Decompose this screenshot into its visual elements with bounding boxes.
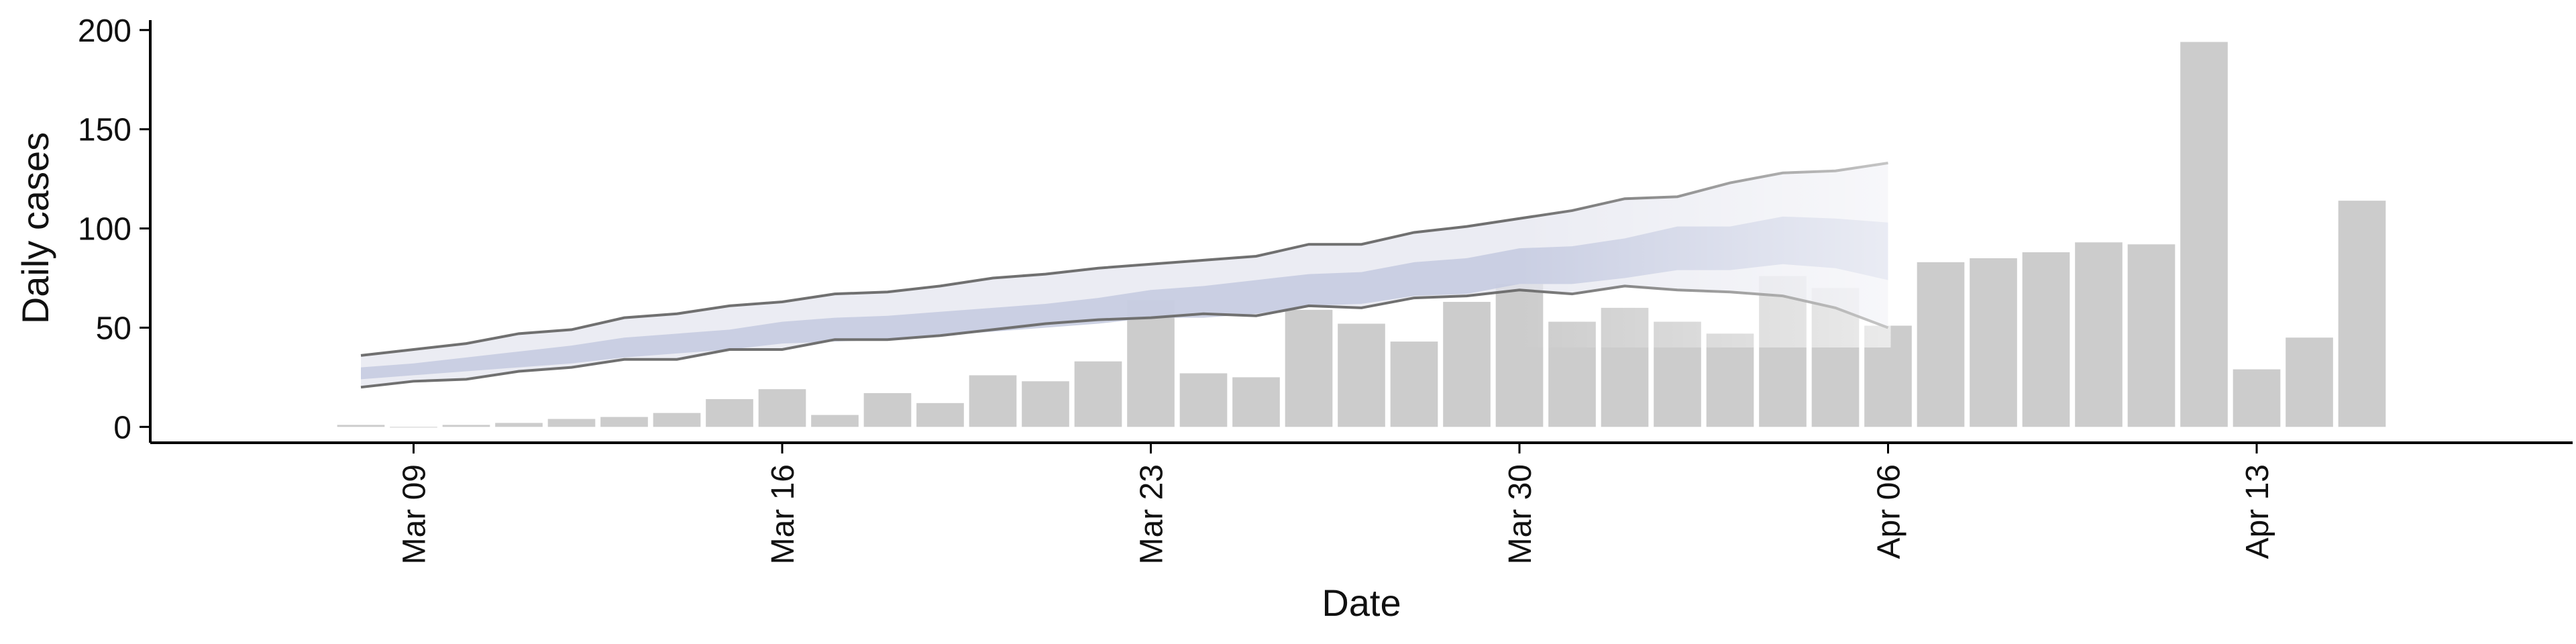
bar-2020-03-12 — [547, 419, 596, 427]
bar-2020-03-20 — [969, 375, 1017, 427]
x-tick-label: Apr 06 — [1872, 464, 1907, 559]
bar-2020-03-17 — [811, 415, 859, 427]
bar-2020-03-18 — [863, 393, 912, 427]
bar-2020-03-22 — [1074, 361, 1122, 427]
x-tick-label: Mar 23 — [1134, 464, 1170, 564]
bar-2020-04-11 — [2127, 244, 2176, 427]
bar-2020-03-15 — [706, 398, 753, 427]
bar-2020-03-08 — [337, 425, 385, 427]
bar-2020-03-21 — [1022, 381, 1069, 427]
y-tick-label: 150 — [78, 113, 131, 148]
bar-2020-03-24 — [1179, 373, 1228, 427]
y-axis-label: Daily cases — [14, 132, 56, 324]
x-tick-label: Mar 30 — [1503, 464, 1538, 564]
bar-2020-04-09 — [2022, 252, 2070, 427]
bar-2020-04-10 — [2075, 242, 2123, 427]
bar-2020-03-14 — [653, 413, 701, 427]
bar-2020-03-23 — [1127, 300, 1175, 427]
bar-2020-03-27 — [1338, 323, 1385, 427]
bar-2020-04-12 — [2180, 42, 2228, 427]
bar-2020-03-29 — [1443, 302, 1491, 427]
axes-layer — [149, 20, 2573, 444]
bar-2020-04-08 — [1970, 258, 2017, 427]
y-tick-label: 200 — [78, 13, 131, 49]
y-tick-label: 100 — [78, 212, 131, 248]
bar-2020-04-03 — [1706, 333, 1754, 427]
bar-2020-03-26 — [1285, 309, 1333, 427]
x-tick-label: Mar 09 — [397, 464, 433, 564]
bar-2020-03-11 — [495, 423, 543, 427]
bar-2020-04-14 — [2286, 337, 2333, 427]
ticks-layer: 0 50 100 150 200 Mar 09 Mar 16 Mar 23 Mar 30 Apr … — [78, 13, 2275, 565]
bar-2020-04-13 — [2233, 369, 2281, 427]
inner-credible-band — [361, 216, 1888, 380]
y-tick-label: 50 — [96, 311, 131, 346]
x-tick-label: Apr 13 — [2240, 464, 2275, 559]
x-axis-label: Date — [1322, 582, 1401, 624]
bar-2020-03-16 — [758, 389, 806, 427]
bars-layer — [337, 42, 2386, 428]
bar-2020-03-10 — [442, 425, 490, 427]
bar-2020-04-07 — [1917, 262, 1965, 427]
estimate-fade-overlay — [1519, 149, 1891, 348]
bar-2020-03-13 — [600, 417, 648, 427]
y-tick-label: 0 — [113, 410, 131, 445]
x-tick-label: Mar 16 — [765, 464, 801, 564]
bar-2020-03-25 — [1232, 377, 1280, 427]
bar-2020-04-15 — [2338, 201, 2386, 427]
bar-2020-03-19 — [916, 402, 964, 427]
bar-2020-03-28 — [1390, 341, 1438, 427]
ribbon-layer — [360, 149, 1891, 389]
